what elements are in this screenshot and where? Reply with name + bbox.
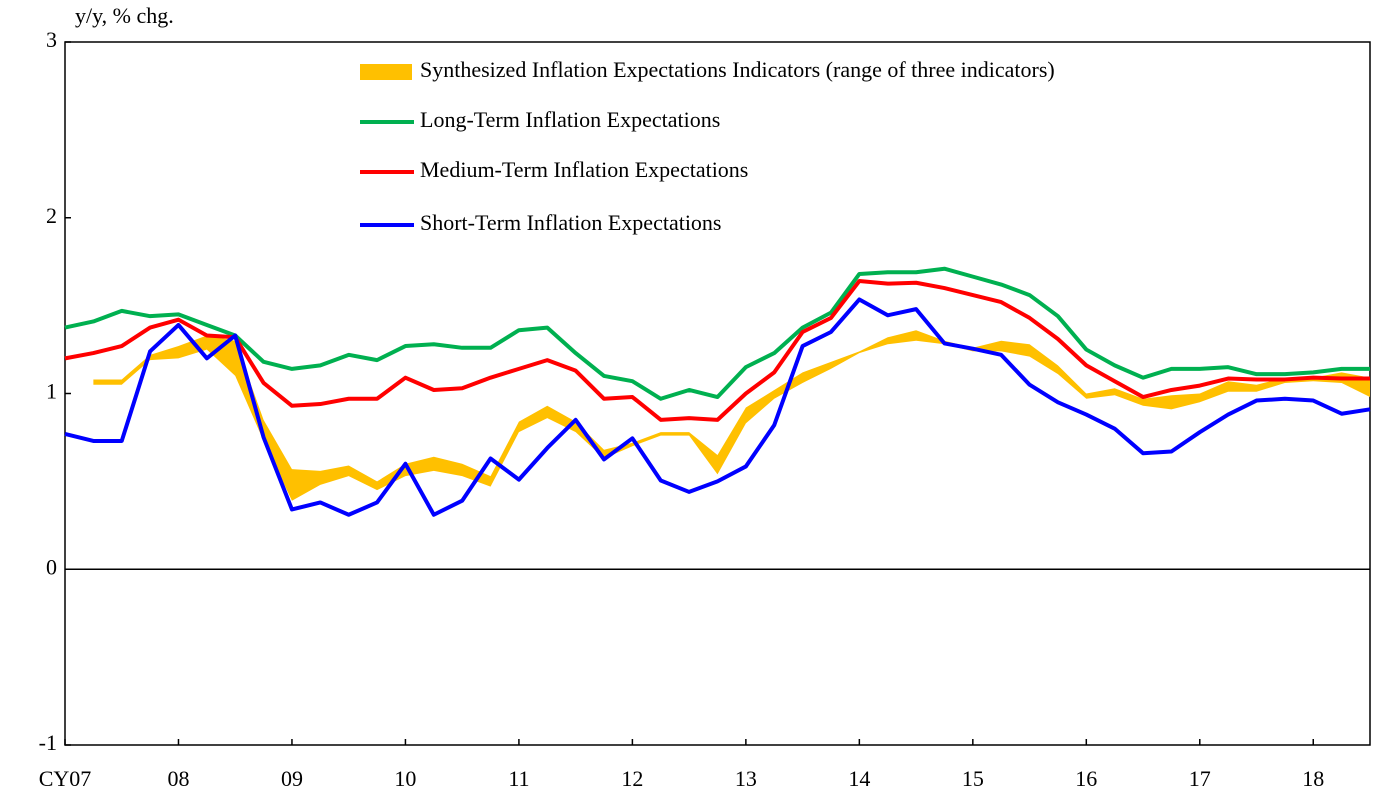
x-tick-label: 13 — [735, 766, 757, 791]
x-tick-label: 16 — [1075, 766, 1097, 791]
x-tick-label: 17 — [1189, 766, 1211, 791]
y-tick-label: 0 — [46, 554, 57, 579]
x-tick-label: 11 — [508, 766, 529, 791]
y-axis-label: y/y, % chg. — [75, 3, 174, 28]
x-tick-label: 12 — [621, 766, 643, 791]
legend-label: Synthesized Inflation Expectations Indic… — [420, 57, 1055, 82]
legend-label: Medium-Term Inflation Expectations — [420, 157, 748, 182]
x-tick-label: 10 — [394, 766, 416, 791]
legend-label: Short-Term Inflation Expectations — [420, 210, 722, 235]
x-tick-label: 15 — [962, 766, 984, 791]
plot-frame — [64, 41, 1371, 746]
y-tick-label: -1 — [39, 730, 57, 755]
legend-swatch — [360, 64, 412, 80]
y-tick-label: 2 — [46, 203, 57, 228]
x-tick-label: 08 — [167, 766, 189, 791]
series-line — [64, 279, 1370, 422]
legend-label: Long-Term Inflation Expectations — [420, 107, 720, 132]
x-tick-label: 18 — [1302, 766, 1324, 791]
y-tick-label: 1 — [46, 379, 57, 404]
x-tick-label: 09 — [281, 766, 303, 791]
series-line — [64, 266, 1370, 401]
y-tick-label: 3 — [46, 27, 57, 52]
x-tick-label: CY07 — [39, 766, 92, 791]
x-tick-label: 14 — [848, 766, 870, 791]
series-line — [64, 297, 1371, 517]
